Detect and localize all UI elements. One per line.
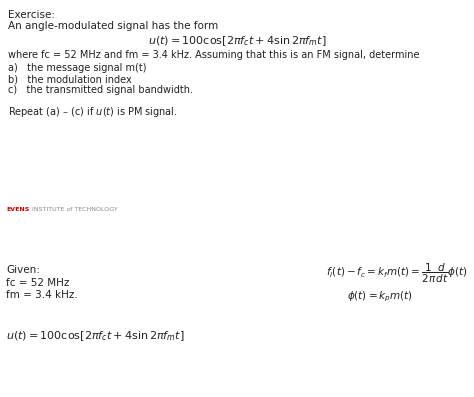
Text: where fc = 52 MHz and fm = 3.4 kHz. Assuming that this is an FM signal, determin: where fc = 52 MHz and fm = 3.4 kHz. Assu… [8,50,419,60]
Text: $u(t) = 100\cos[2\pi f_c t + 4 \sin 2\pi f_m t]$: $u(t) = 100\cos[2\pi f_c t + 4 \sin 2\pi… [6,329,184,343]
Text: a)   the message signal m(t): a) the message signal m(t) [8,63,146,73]
Text: Repeat (a) – (c) if $u(t)$ is PM signal.: Repeat (a) – (c) if $u(t)$ is PM signal. [8,105,177,119]
Text: Exercise:: Exercise: [8,10,55,20]
Text: $f_i(t) - f_c = k_f m(t) = \dfrac{1}{2\pi}\dfrac{d}{dt}\phi(t)$: $f_i(t) - f_c = k_f m(t) = \dfrac{1}{2\p… [327,262,468,285]
Text: fc = 52 MHz: fc = 52 MHz [6,278,69,288]
Text: INSTITUTE of TECHNOLOGY: INSTITUTE of TECHNOLOGY [30,206,118,212]
Text: b)   the modulation index: b) the modulation index [8,74,131,84]
Text: An angle-modulated signal has the form: An angle-modulated signal has the form [8,21,218,31]
Text: $\phi(t) = k_p m(t)$: $\phi(t) = k_p m(t)$ [347,290,413,304]
Text: $u(t) = 100\cos[2\pi f_c t + 4 \sin 2\pi f_m t]$: $u(t) = 100\cos[2\pi f_c t + 4 \sin 2\pi… [148,34,326,48]
Text: c)   the transmitted signal bandwidth.: c) the transmitted signal bandwidth. [8,85,192,95]
Text: fm = 3.4 kHz.: fm = 3.4 kHz. [6,290,78,300]
Text: Given:: Given: [6,265,40,275]
Text: EVENS: EVENS [6,206,29,212]
